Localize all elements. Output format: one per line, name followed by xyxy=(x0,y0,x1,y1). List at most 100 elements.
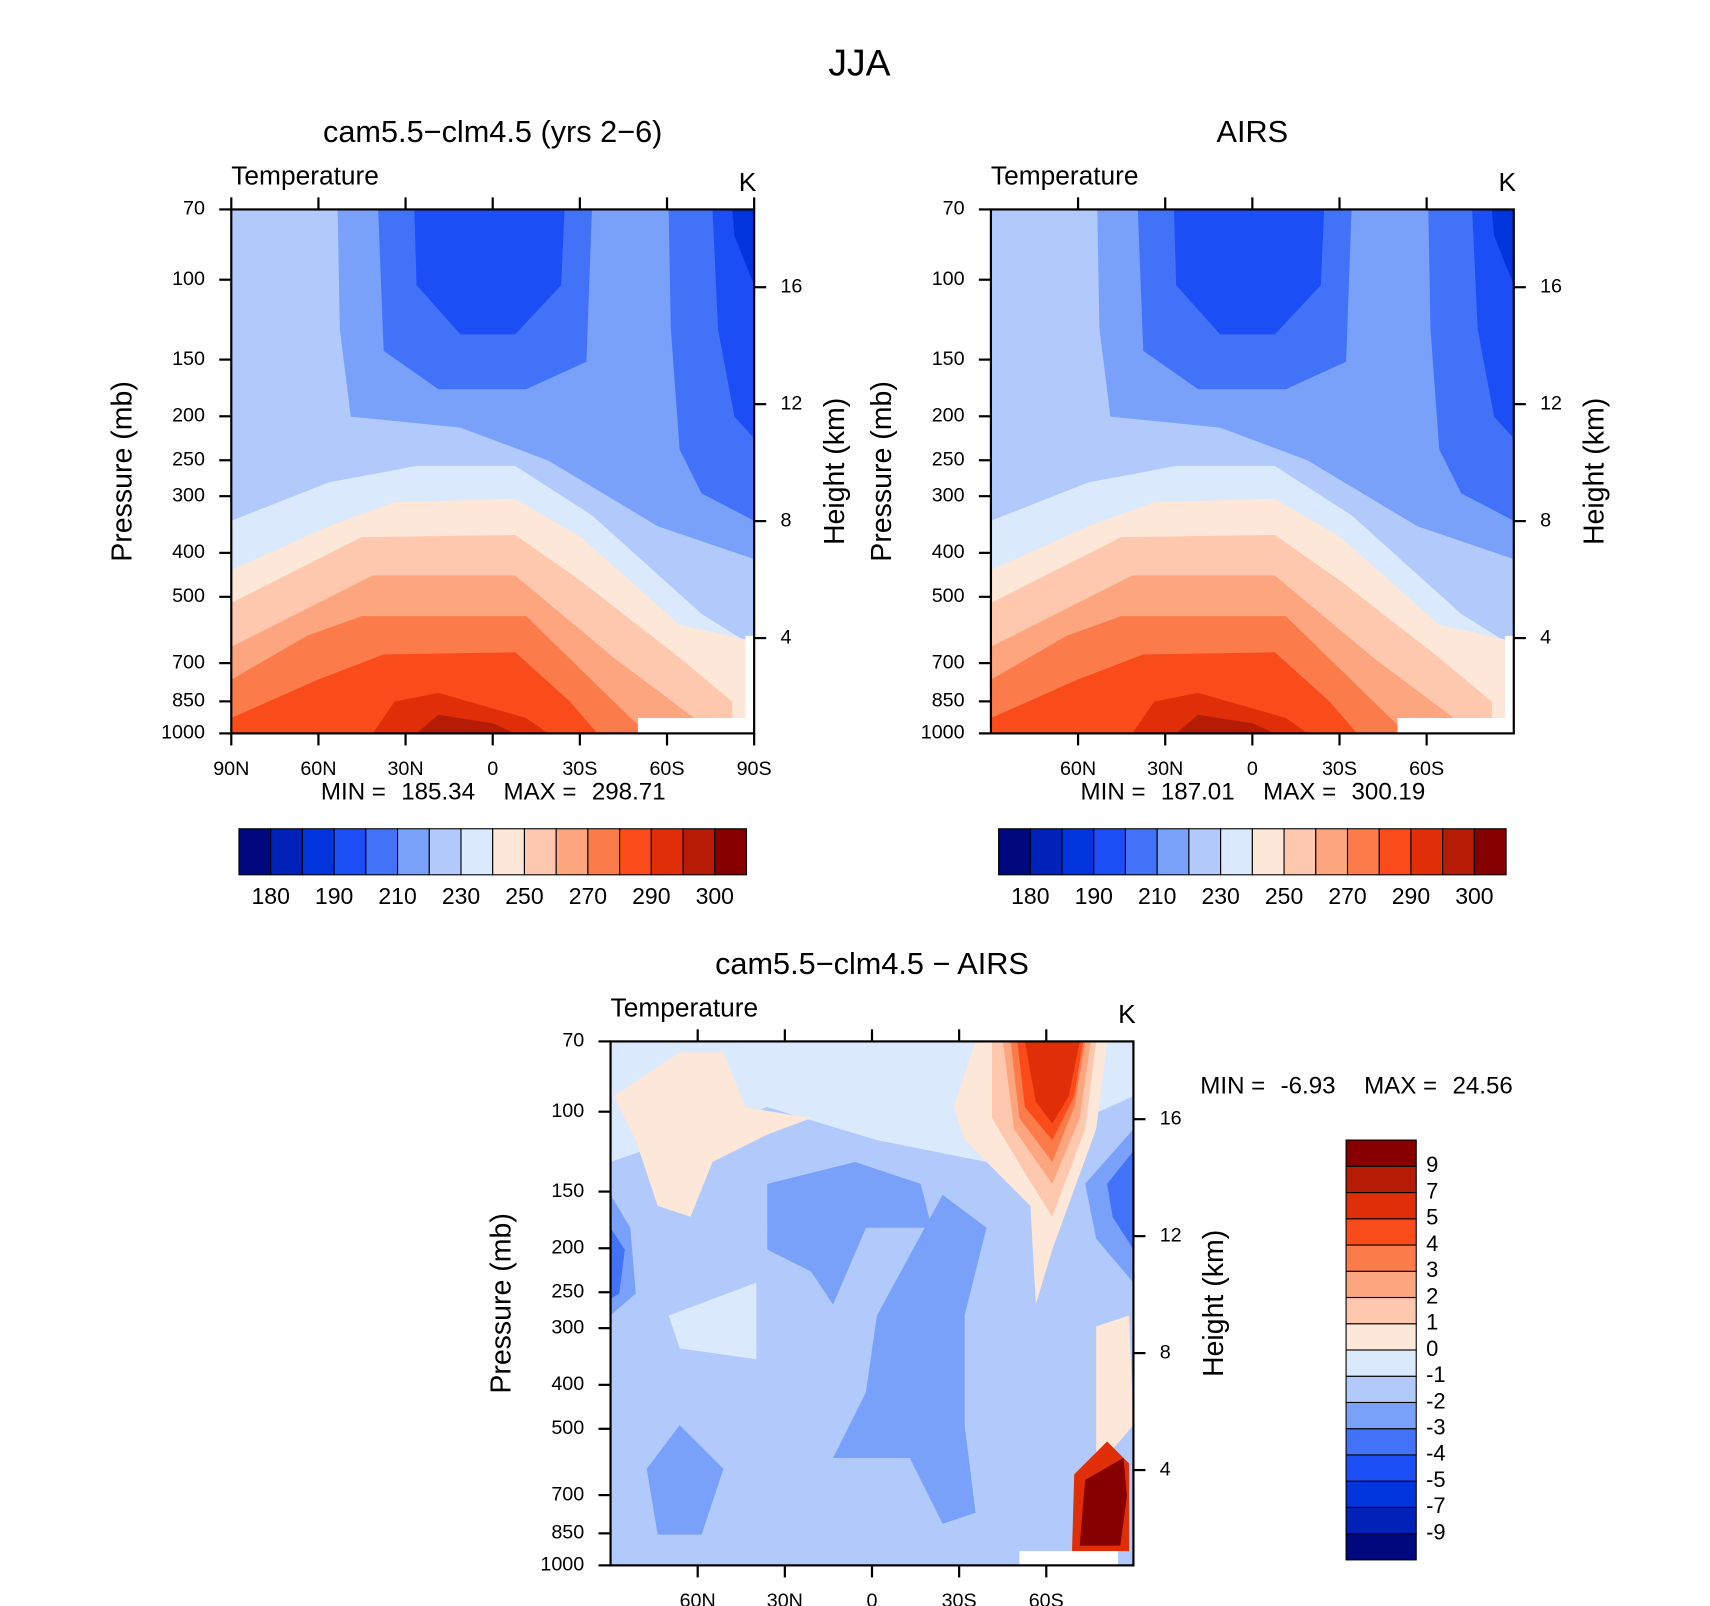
colorbar-label: 230 xyxy=(1201,883,1239,909)
y-axis-label: Pressure (mb) xyxy=(106,381,138,562)
variable-name: Temperature xyxy=(611,993,759,1023)
stat-label: MAX = xyxy=(503,779,576,806)
y-tick-label: 300 xyxy=(551,1316,584,1338)
colorbar-label: -9 xyxy=(1426,1519,1445,1544)
x-tick-label: 90N xyxy=(213,758,249,780)
colorbar-box xyxy=(714,828,748,876)
y2-tick-label: 4 xyxy=(780,626,791,648)
stat-value: 24.56 xyxy=(1452,1073,1512,1100)
colorbar-label: 180 xyxy=(1011,883,1049,909)
contour-band xyxy=(712,209,755,439)
y-tick-label: 250 xyxy=(172,448,205,470)
colorbar-box xyxy=(270,828,303,876)
colorbar-box xyxy=(1345,1270,1417,1299)
colorbar-box xyxy=(333,828,367,876)
contour-band xyxy=(372,692,549,734)
colorbar-box xyxy=(1345,1218,1417,1246)
contour-band xyxy=(745,635,755,734)
colorbar-label: 9 xyxy=(1426,1152,1438,1177)
colorbar-box xyxy=(1345,1323,1417,1351)
y-tick-label: 850 xyxy=(932,690,965,712)
colorbar-label: -1 xyxy=(1426,1362,1445,1387)
figure-title: JJA xyxy=(828,42,890,84)
y2-axis-label: Height (km) xyxy=(819,398,851,545)
y-axis-label: Pressure (mb) xyxy=(866,381,898,562)
colorbar-label: 190 xyxy=(1075,883,1113,909)
colorbar-box xyxy=(1345,1533,1417,1561)
contour-field xyxy=(610,1041,1134,1566)
stat-label: MAX = xyxy=(1364,1073,1437,1100)
panel-title: cam5.5−clm4.5 (yrs 2−6) xyxy=(323,114,662,149)
colorbar-box xyxy=(650,828,684,876)
colorbar-label: 4 xyxy=(1426,1231,1438,1256)
contour-band xyxy=(1472,209,1514,439)
colorbar-box xyxy=(428,828,462,876)
y-tick-label: 700 xyxy=(551,1483,584,1505)
contour-band xyxy=(610,1227,625,1300)
y-tick-label: 150 xyxy=(172,348,205,370)
x-tick-label: 30S xyxy=(1322,758,1357,780)
stat-label: MAX = xyxy=(1263,779,1336,806)
colorbar-label: 2 xyxy=(1426,1283,1438,1308)
colorbar-box xyxy=(1345,1191,1417,1220)
stat-label: MIN = xyxy=(1081,779,1146,806)
x-tick-label: 60S xyxy=(649,758,684,780)
y-tick-label: 400 xyxy=(932,541,965,563)
contour-band xyxy=(833,1194,987,1524)
contour-band xyxy=(732,209,755,286)
x-tick-label: 30N xyxy=(767,1590,803,1606)
colorbar-box xyxy=(1029,828,1063,876)
stat-label: MIN = xyxy=(321,779,386,806)
colorbar-box xyxy=(301,828,335,876)
contour-band xyxy=(646,1425,724,1535)
colorbar-label: -4 xyxy=(1426,1441,1445,1466)
colorbar-label: 250 xyxy=(1265,883,1303,909)
min-max: MIN = -6.93 MAX = 24.56 xyxy=(1200,1073,1513,1100)
min-max: MIN = 187.01 MAX = 300.19 xyxy=(1081,779,1426,806)
contour-band xyxy=(613,1052,812,1217)
colorbar-box xyxy=(1346,828,1380,876)
y2-tick-label: 4 xyxy=(1160,1458,1171,1480)
colorbar-box xyxy=(238,828,272,876)
stat-value: 187.01 xyxy=(1161,779,1235,806)
colorbar-box xyxy=(1345,1165,1417,1194)
colorbar-box xyxy=(492,828,525,876)
colorbar-label: 210 xyxy=(1138,883,1176,909)
y-axis-label: Pressure (mb) xyxy=(486,1213,518,1394)
contour-band xyxy=(1505,635,1514,734)
y2-tick-label: 8 xyxy=(1540,509,1551,531)
x-tick-label: 0 xyxy=(1247,758,1258,780)
y-tick-label: 70 xyxy=(562,1030,584,1052)
contour-band xyxy=(1096,1315,1134,1469)
colorbar-label: 1 xyxy=(1426,1310,1438,1335)
y-tick-label: 300 xyxy=(172,484,205,506)
colorbar-label: 270 xyxy=(1328,883,1366,909)
min-max: MIN = 185.34 MAX = 298.71 xyxy=(321,779,666,806)
y-tick-label: 300 xyxy=(932,484,965,506)
colorbar-box xyxy=(1251,828,1285,876)
colorbar-box xyxy=(460,828,494,876)
y-tick-label: 200 xyxy=(932,405,965,427)
y2-tick-label: 16 xyxy=(1540,275,1562,297)
y2-axis-label: Height (km) xyxy=(1198,1230,1230,1377)
colorbar-box xyxy=(1345,1428,1417,1456)
colorbar-box xyxy=(587,828,621,876)
y-tick-label: 150 xyxy=(551,1180,584,1202)
colorbar-box xyxy=(1345,1506,1417,1535)
panel-title: cam5.5−clm4.5 − AIRS xyxy=(715,946,1029,981)
y-tick-label: 850 xyxy=(172,690,205,712)
stat-value: 185.34 xyxy=(401,779,475,806)
y-tick-label: 1000 xyxy=(161,722,205,744)
y2-tick-label: 12 xyxy=(1160,1224,1182,1246)
y2-tick-label: 8 xyxy=(780,509,791,531)
variable-name: Temperature xyxy=(231,161,379,191)
colorbar-label: 300 xyxy=(1455,883,1493,909)
y2-tick-label: 4 xyxy=(1540,626,1551,648)
colorbar-label: 180 xyxy=(251,883,289,909)
y2-tick-label: 16 xyxy=(1160,1107,1182,1129)
colorbar-box xyxy=(1220,828,1253,876)
contour-field xyxy=(231,209,755,734)
contour-band xyxy=(414,209,565,335)
